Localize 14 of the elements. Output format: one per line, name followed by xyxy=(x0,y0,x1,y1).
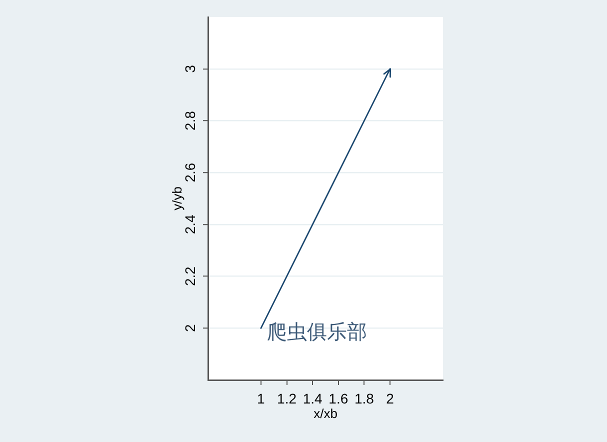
x-tick-label: 1.2 xyxy=(277,390,297,406)
x-tick-label: 1 xyxy=(257,390,266,406)
x-tick-label: 1.8 xyxy=(354,390,374,406)
x-tick-label: 1.4 xyxy=(302,390,323,406)
y-tick-label: 2.4 xyxy=(182,214,198,234)
y-tick-label: 2.8 xyxy=(182,110,198,130)
y-tick-label: 2.6 xyxy=(182,162,198,182)
y-tick-label: 2.2 xyxy=(182,266,198,286)
y-tick-label: 3 xyxy=(182,64,198,73)
x-tick-label: 1.6 xyxy=(328,390,348,406)
x-tick-label: 2 xyxy=(386,390,394,406)
y-axis-title: y/yb xyxy=(169,186,184,210)
y-tick-label: 2 xyxy=(182,324,198,332)
x-axis-title: x/xb xyxy=(314,406,338,421)
